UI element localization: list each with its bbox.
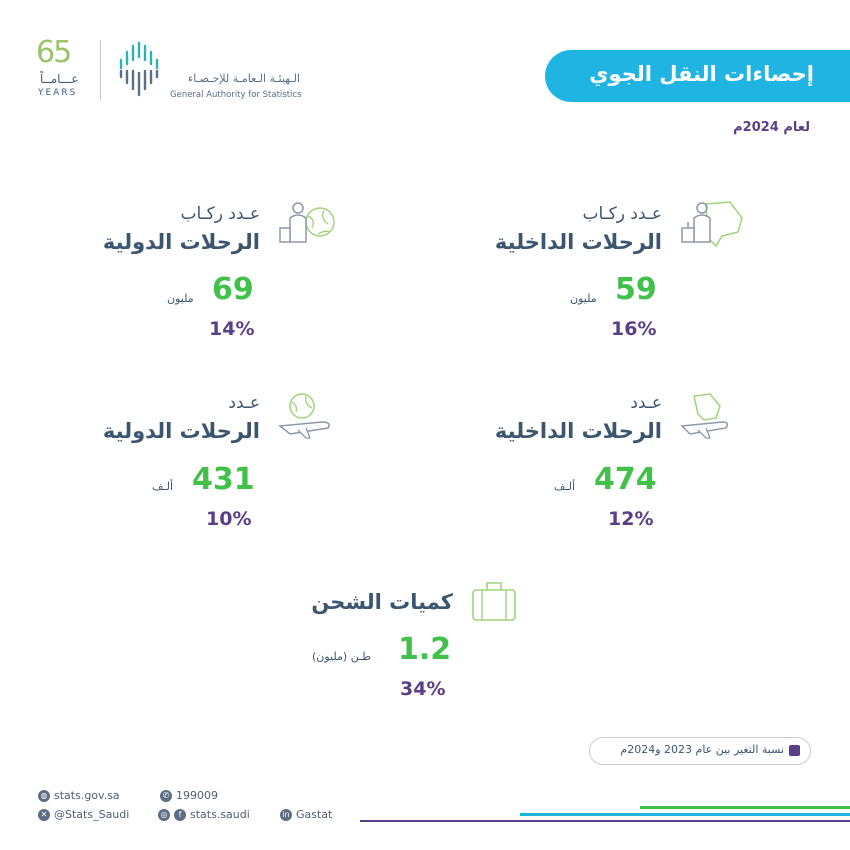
x-icon: ✕ [38, 808, 50, 821]
footer-line-purple [360, 820, 850, 822]
org-name-ar: الـهيئـة الـعامـة للإحـصـاء [188, 72, 300, 85]
international-flights-label: الرحلات الدولية [102, 419, 260, 443]
international-flights-label-small: عـدد [228, 393, 260, 413]
phone-text: 199009 [176, 789, 218, 802]
international-passengers-label-small: عـدد ركـاب [180, 204, 261, 224]
domestic-flights-change: 12% [608, 508, 654, 530]
page-subtitle: لعام 2024م [733, 120, 810, 135]
change-legend: نسبة التغير بين عام 2023 و2024م [589, 737, 811, 765]
legend-text: نسبة التغير بين عام 2023 و2024م [620, 743, 784, 756]
airplane-map-icon [680, 393, 729, 439]
anniversary-label-ar: عـــامــاً [40, 72, 79, 86]
cargo-unit: طـن (مليون) [312, 650, 372, 663]
twitter-link[interactable]: ✕ @Stats_Saudi [38, 808, 129, 821]
cargo-change: 34% [400, 678, 446, 700]
linkedin-icon: in [280, 808, 292, 821]
page-title: إحصاءات النقل الجوي [589, 62, 814, 86]
domestic-flights-unit: ألـف [554, 480, 576, 493]
person-luggage-globe-icon [279, 202, 335, 243]
domestic-flights-value: 474 [594, 462, 657, 497]
domestic-flights-label: الرحلات الداخلية [494, 419, 662, 443]
person-luggage-map-icon [681, 201, 743, 248]
cargo-value: 1.2 [398, 632, 452, 667]
cargo-label: كميات الشحن [311, 590, 453, 614]
website-text: stats.gov.sa [54, 789, 120, 802]
gastat-logo-icon [119, 41, 159, 97]
title-banner [545, 50, 850, 102]
domestic-passengers-label: الرحلات الداخلية [494, 230, 662, 254]
instagram-text: stats.saudi [190, 808, 250, 821]
domestic-passengers-unit: مليون [570, 292, 597, 305]
anniversary-number: 65 [36, 35, 72, 70]
twitter-text: @Stats_Saudi [54, 808, 130, 821]
instagram-icon: ◎ [158, 808, 170, 821]
footer-line-green [640, 806, 850, 809]
domestic-passengers-change: 16% [611, 318, 657, 340]
international-flights-change: 10% [206, 508, 252, 530]
domestic-flights-label-small: عـدد [630, 393, 662, 413]
airplane-globe-icon [278, 393, 330, 439]
footer-line-blue [520, 813, 850, 816]
phone-icon: ✆ [160, 789, 172, 802]
linkedin-link[interactable]: in Gastat [280, 808, 332, 821]
international-passengers-value: 69 [212, 272, 254, 307]
international-flights-unit: ألـف [152, 480, 174, 493]
org-name-en: General Authority for Statistics [170, 90, 302, 100]
international-passengers-label: الرحلات الدولية [102, 230, 260, 254]
linkedin-text: Gastat [296, 808, 333, 821]
international-passengers-unit: مليون [167, 292, 194, 305]
phone-link[interactable]: ✆ 199009 [160, 789, 218, 802]
facebook-icon: f [174, 808, 186, 821]
international-flights-value: 431 [192, 462, 255, 497]
anniversary-label-en: YEARS [38, 88, 78, 98]
legend-swatch [789, 745, 800, 756]
website-link[interactable]: ◍ stats.gov.sa [38, 789, 120, 802]
suitcase-icon [472, 582, 516, 621]
international-passengers-change: 14% [209, 318, 255, 340]
logo-divider [100, 40, 101, 100]
globe-icon: ◍ [38, 789, 50, 802]
domestic-passengers-label-small: عـدد ركـاب [582, 204, 663, 224]
domestic-passengers-value: 59 [615, 272, 657, 307]
instagram-link[interactable]: ◎ f stats.saudi [158, 808, 250, 821]
